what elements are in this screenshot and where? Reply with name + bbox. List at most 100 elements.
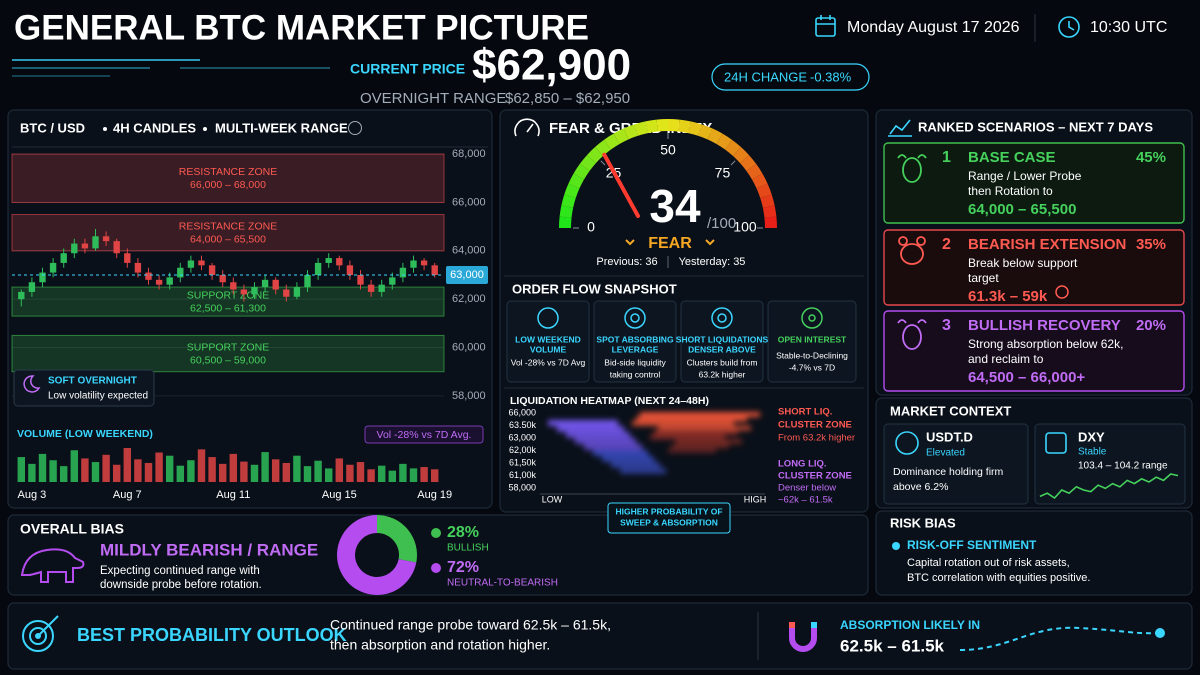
yesterday: Yesterday: 35 (679, 256, 746, 268)
volume-bar (399, 463, 407, 482)
volume-bar (261, 452, 269, 482)
value-labels: 28% (447, 524, 479, 541)
change-pill (711, 63, 870, 91)
volume-bar (293, 455, 301, 482)
volume-bar (197, 449, 206, 482)
volume-bar (388, 470, 397, 482)
gauge-arc (595, 139, 612, 156)
volume-bar (346, 464, 354, 482)
long-cluster (602, 456, 654, 462)
bias-panel (7, 514, 869, 596)
name: BEARISH EXTENSION (968, 236, 1126, 253)
volume-bar (208, 457, 216, 482)
gauge-arc (732, 146, 750, 164)
scenario-card (883, 142, 1185, 224)
value-labels: 72% (447, 559, 479, 576)
volume-title: VOLUME (LOW WEEKEND) (17, 428, 153, 440)
note-text: Low volatility expected (48, 391, 148, 402)
title: DENSER ABOVE (688, 344, 756, 354)
candle-body (431, 265, 438, 275)
long-cluster (575, 438, 636, 444)
volume-bar (303, 466, 312, 482)
ticks: 75 (715, 164, 731, 180)
text: Expecting continued range with (100, 565, 260, 577)
overnight-range: $62,850 – $62,950 (505, 90, 630, 107)
candle-body (367, 284, 375, 292)
long-cluster (557, 426, 624, 432)
candle-body (71, 243, 78, 254)
text: Continued range probe toward 62.5k – 61.… (330, 617, 611, 633)
chevron (625, 239, 635, 246)
text: -4.7% vs 7D (789, 362, 835, 372)
heatmap-blobs (548, 412, 760, 474)
gauge-arc (634, 121, 648, 136)
y-labels: 61,50k (509, 457, 537, 467)
candle-body (420, 260, 428, 266)
target: 64,000 – 65,500 (968, 201, 1076, 218)
text: Strong absorption below 62k, (968, 337, 1123, 351)
header-decoration (12, 59, 330, 77)
probability: 45% (1136, 149, 1166, 166)
bullet (892, 542, 900, 550)
callout: SWEEP & ABSORPTION (620, 517, 718, 527)
order-flow-cards (506, 300, 857, 383)
gauge-arc (564, 183, 580, 199)
volume-bar (49, 460, 57, 482)
volume-bar (70, 450, 79, 482)
candle-body (314, 262, 322, 275)
y-labels: 63.50k (509, 420, 537, 430)
range: 66,000 – 68,000 (190, 179, 266, 191)
text: Capital rotation out of risk assets, (907, 557, 1070, 569)
text: and reclaim to (968, 352, 1044, 366)
outlook-path (959, 626, 1161, 651)
short-cluster (676, 439, 742, 444)
rank: 3 (942, 317, 951, 334)
gauge-needle (602, 152, 640, 218)
text: Dominance holding firm (893, 466, 1004, 478)
status: Stable (1078, 447, 1107, 458)
gauge-arc (697, 124, 713, 140)
short-zone: CLUSTER ZONE (778, 420, 852, 431)
title: LEVERAGE (612, 344, 659, 354)
volume-bar (123, 448, 132, 482)
candle-body (272, 279, 279, 290)
volume-bar (112, 464, 121, 482)
gauge-arc (656, 119, 669, 132)
long-cluster (548, 420, 618, 426)
gauge-arc (707, 128, 723, 145)
volume-bar (409, 468, 418, 482)
probability: 20% (1136, 317, 1166, 334)
order-flow-icons (537, 307, 823, 329)
volume-bar (134, 459, 142, 482)
span: MULTI-WEEK RANGE (215, 120, 348, 135)
volume-note-box (364, 425, 484, 444)
y-labels: 63,000 (508, 432, 536, 442)
range: 60,500 – 59,000 (190, 354, 266, 366)
separator-dot (203, 127, 207, 131)
short-cluster (658, 425, 751, 431)
label: SUPPORT ZONE (187, 341, 269, 353)
volume-bar (155, 452, 163, 482)
short-cluster (632, 421, 734, 426)
candle-body (346, 265, 354, 275)
candle-body (113, 241, 120, 254)
volume-bar (356, 462, 365, 482)
candle-body (399, 267, 407, 278)
volume-bar (218, 463, 227, 482)
candle-body (81, 243, 89, 249)
target: 61.3k – 59k (968, 288, 1048, 305)
ticks: 0 (587, 219, 595, 235)
info-icon (348, 121, 362, 135)
candle-body (155, 279, 163, 285)
y-tick-label: 62,000 (452, 293, 486, 305)
scenario-card (883, 229, 1185, 306)
scenario-card (883, 310, 1185, 392)
label: 63,000 (450, 269, 484, 281)
callout: HIGHER PROBABILITY OF (615, 506, 722, 516)
risk-panel (875, 510, 1193, 596)
long-cluster (584, 444, 642, 450)
categories: Aug 19 (417, 489, 452, 501)
gauge-arc (756, 183, 772, 199)
volume-note: Vol -28% vs 7D Avg. (377, 429, 472, 441)
volume-bar (102, 454, 110, 482)
